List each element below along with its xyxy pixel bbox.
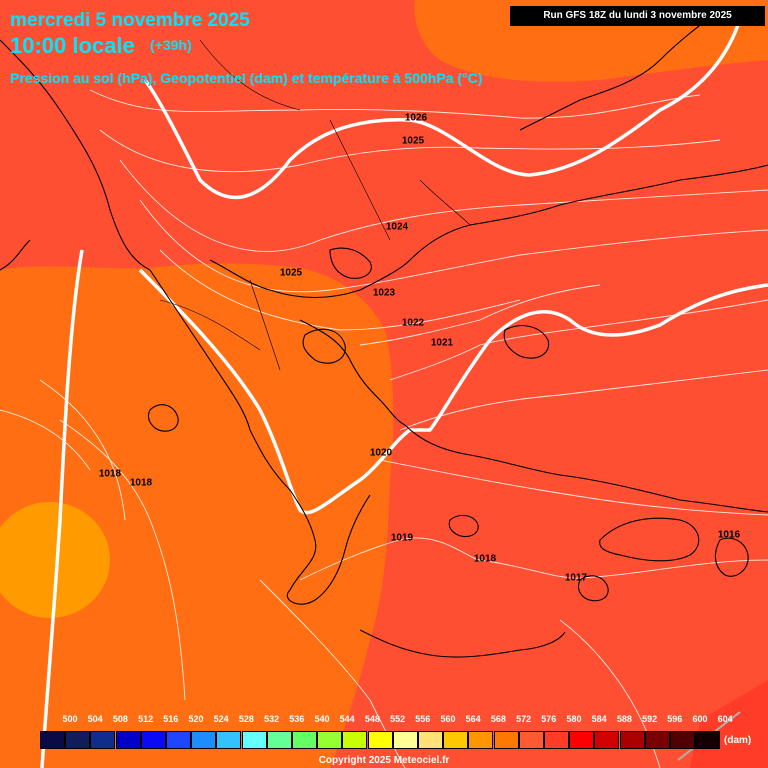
- pressure-label: 1021: [430, 337, 454, 349]
- legend-value: 588: [616, 714, 632, 724]
- pressure-label: 1020: [369, 447, 393, 459]
- pressure-label: 1023: [372, 287, 396, 299]
- legend-swatch: [292, 731, 317, 749]
- zone-568: [0, 502, 110, 618]
- pressure-label: 1018: [473, 553, 497, 565]
- legend-value: 548: [364, 714, 380, 724]
- legend-value: 508: [112, 714, 128, 724]
- model-run-banner: Run GFS 18Z du lundi 3 novembre 2025: [510, 6, 765, 26]
- legend-value: 568: [490, 714, 506, 724]
- legend-swatch: [392, 731, 418, 749]
- legend-value: 504: [87, 714, 103, 724]
- pressure-label: 1018: [98, 468, 122, 480]
- legend-swatch: [518, 731, 544, 749]
- pressure-label: 1025: [279, 267, 303, 279]
- legend-value: 596: [667, 714, 683, 724]
- legend-swatch: [241, 731, 267, 749]
- legend-swatch: [166, 731, 191, 749]
- legend-swatch: [569, 731, 595, 749]
- legend-swatch: [544, 731, 569, 749]
- legend-value: 604: [717, 714, 733, 724]
- legend-value: 524: [213, 714, 229, 724]
- legend-swatch: [115, 731, 141, 749]
- legend-value: 572: [516, 714, 532, 724]
- legend-swatch: [40, 731, 65, 749]
- legend-value: 584: [591, 714, 607, 724]
- legend-swatch: [266, 731, 292, 749]
- legend-value: 560: [440, 714, 456, 724]
- legend-value: 564: [465, 714, 481, 724]
- pressure-label: 1019: [390, 532, 414, 544]
- pressure-label: 1022: [401, 317, 425, 329]
- legend-value: 576: [541, 714, 557, 724]
- borders: [159, 39, 471, 371]
- legend-swatch: [418, 731, 443, 749]
- forecast-date: mercredi 5 novembre 2025: [10, 10, 250, 31]
- legend-value: 556: [415, 714, 431, 724]
- legend-value: 516: [163, 714, 179, 724]
- pressure-label: 1018: [129, 477, 153, 489]
- pressure-label: 1026: [404, 112, 428, 124]
- pressure-label: 1025: [401, 135, 425, 147]
- legend-swatch: [191, 731, 217, 749]
- pressure-label: 1024: [385, 221, 409, 233]
- forecast-lead-time: (+39h): [150, 37, 192, 53]
- legend-swatch: [670, 731, 695, 749]
- pressure-label: 1016: [717, 529, 741, 541]
- legend-swatch: [493, 731, 519, 749]
- copyright: Copyright 2025 Meteociel.fr: [318, 755, 450, 766]
- legend-swatch: [317, 731, 343, 749]
- legend-swatch: [695, 731, 721, 749]
- color-legend: 500 504 508 512 516 520 524 528 532 536 540 544 548 5…: [40, 714, 733, 754]
- legend-value: 600: [692, 714, 708, 724]
- legend-value: 528: [238, 714, 254, 724]
- forecast-local-time: 10:00 locale: [10, 33, 135, 58]
- legend-unit: (dam): [724, 735, 752, 746]
- legend-value: 592: [642, 714, 658, 724]
- zone-572: [0, 263, 394, 768]
- legend-swatch: [140, 731, 166, 749]
- legend-swatch: [619, 731, 645, 749]
- legend-swatch: [65, 731, 91, 749]
- legend-swatch: [342, 731, 368, 749]
- legend-value: 500: [62, 714, 78, 724]
- legend-value: 520: [188, 714, 204, 724]
- legend-swatch: [443, 731, 469, 749]
- legend-swatch: [644, 731, 670, 749]
- legend-value: 552: [390, 714, 406, 724]
- product-description: Pression au sol (hPa), Geopotentiel (dam…: [10, 70, 483, 86]
- legend-swatch: [90, 731, 116, 749]
- legend-value: 532: [264, 714, 280, 724]
- legend-swatch: [468, 731, 494, 749]
- legend-swatch: [367, 731, 393, 749]
- legend-value: 544: [339, 714, 355, 724]
- legend-value: 536: [289, 714, 305, 724]
- isobar-lines: [0, 89, 768, 768]
- legend-value: 540: [314, 714, 330, 724]
- legend-swatch: [216, 731, 242, 749]
- legend-value: 580: [566, 714, 582, 724]
- geopotential-lines: [40, 24, 768, 768]
- pressure-label: 1017: [564, 572, 588, 584]
- legend-value: 512: [138, 714, 154, 724]
- coastlines: [0, 9, 768, 658]
- legend-swatch: [594, 731, 620, 749]
